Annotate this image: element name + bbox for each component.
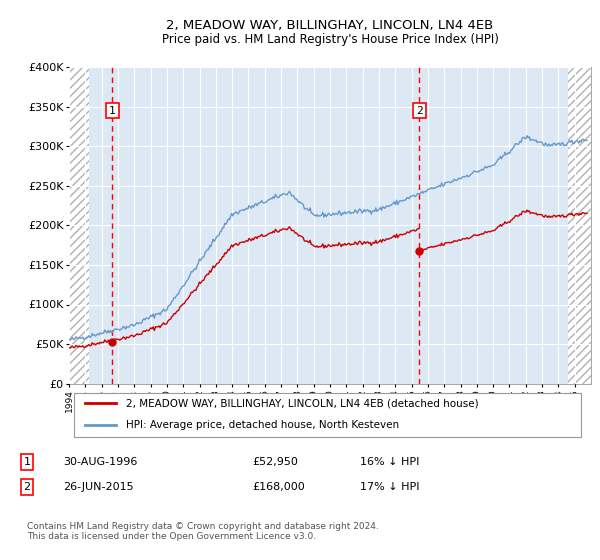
Text: 17% ↓ HPI: 17% ↓ HPI	[360, 482, 419, 492]
Text: HPI: Average price, detached house, North Kesteven: HPI: Average price, detached house, Nort…	[127, 421, 400, 431]
Text: 1: 1	[109, 106, 116, 116]
Text: 16% ↓ HPI: 16% ↓ HPI	[360, 457, 419, 467]
Text: £52,950: £52,950	[252, 457, 298, 467]
Text: 2: 2	[23, 482, 31, 492]
FancyBboxPatch shape	[74, 393, 581, 437]
Bar	[69, 67, 89, 384]
Text: 2, MEADOW WAY, BILLINGHAY, LINCOLN, LN4 4EB: 2, MEADOW WAY, BILLINGHAY, LINCOLN, LN4 …	[166, 18, 494, 32]
Text: 26-JUN-2015: 26-JUN-2015	[63, 482, 134, 492]
Bar	[568, 67, 591, 384]
Text: 2, MEADOW WAY, BILLINGHAY, LINCOLN, LN4 4EB (detached house): 2, MEADOW WAY, BILLINGHAY, LINCOLN, LN4 …	[127, 398, 479, 408]
Text: 2: 2	[416, 106, 423, 116]
Text: Price paid vs. HM Land Registry's House Price Index (HPI): Price paid vs. HM Land Registry's House …	[161, 32, 499, 46]
Text: £168,000: £168,000	[252, 482, 305, 492]
Text: 1: 1	[23, 457, 31, 467]
Text: Contains HM Land Registry data © Crown copyright and database right 2024.
This d: Contains HM Land Registry data © Crown c…	[27, 522, 379, 542]
Text: 30-AUG-1996: 30-AUG-1996	[63, 457, 137, 467]
